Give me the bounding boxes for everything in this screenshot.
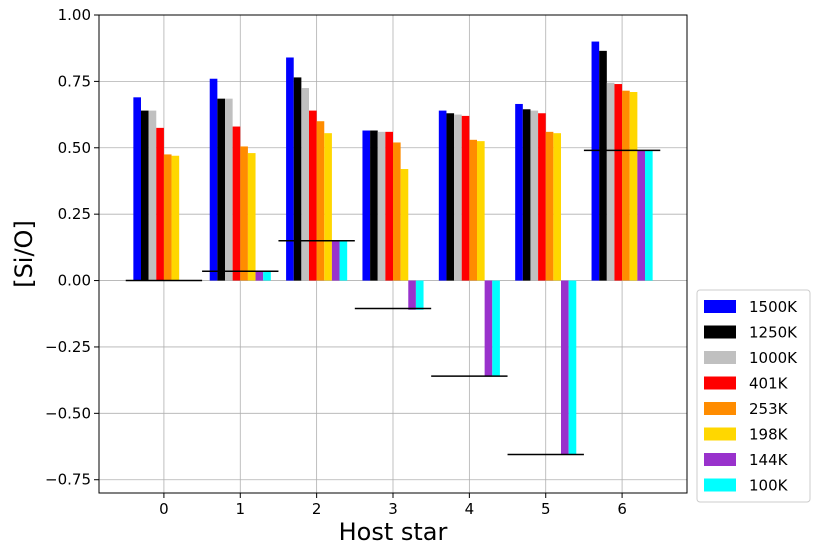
y-tick-label: 0.50 — [58, 139, 91, 157]
bar-253K-star-4 — [469, 139, 477, 281]
bar-198K-star-1 — [247, 153, 256, 281]
bar-1000K-star-2 — [301, 88, 309, 281]
bar-401K-star-5 — [538, 113, 546, 281]
legend-swatch-144K — [704, 453, 736, 466]
bar-1000K-star-4 — [454, 114, 462, 281]
legend: 1500K 1250K 1000K 401K 253K 198K 144K 100K — [696, 289, 811, 503]
bar-100K-star-3 — [415, 280, 424, 310]
bar-1500K-star-2 — [286, 57, 294, 281]
bar-144K-star-3 — [408, 280, 416, 310]
legend-swatch-1000K — [704, 351, 736, 364]
x-tick-label: 1 — [235, 500, 245, 518]
bars — [133, 41, 653, 455]
y-tick-label: 0.75 — [58, 72, 91, 90]
bar-253K-star-3 — [393, 142, 401, 281]
bar-198K-star-3 — [400, 169, 409, 281]
bar-198K-star-5 — [553, 133, 561, 281]
x-tick-label: 3 — [388, 500, 398, 518]
legend-swatch-1250K — [704, 325, 736, 339]
bar-144K-star-4 — [484, 280, 493, 377]
bar-1250K-star-5 — [522, 109, 531, 281]
legend-label-1500K: 1500K — [749, 298, 798, 316]
legend-label-401K: 401K — [749, 375, 789, 393]
bar-198K-star-0 — [171, 155, 180, 281]
y-tick-label: −0.75 — [45, 471, 91, 489]
bar-1250K-star-0 — [141, 110, 149, 281]
x-tick-label: 0 — [159, 500, 169, 518]
bar-1250K-star-3 — [370, 130, 378, 281]
bar-401K-star-0 — [156, 127, 164, 281]
y-tick-label: 0.25 — [58, 205, 91, 223]
bar-100K-star-2 — [339, 240, 348, 281]
legend-label-1250K: 1250K — [749, 324, 798, 342]
bar-100K-star-4 — [492, 280, 500, 377]
bar-1500K-star-0 — [133, 97, 141, 281]
bar-1000K-star-1 — [225, 98, 233, 281]
bar-1250K-star-6 — [599, 50, 607, 281]
bar-100K-star-1 — [263, 271, 271, 281]
bar-253K-star-2 — [316, 121, 325, 281]
legend-label-198K: 198K — [749, 426, 789, 444]
x-axis-ticks: 0 1 2 3 4 5 6 — [159, 493, 627, 518]
bar-144K-star-6 — [637, 150, 645, 281]
bar-401K-star-4 — [461, 115, 470, 281]
bar-1500K-star-4 — [438, 110, 447, 281]
bar-253K-star-6 — [622, 90, 630, 281]
bar-1000K-star-5 — [530, 110, 539, 281]
legend-label-253K: 253K — [749, 400, 789, 418]
bar-401K-star-1 — [232, 126, 241, 281]
reference-lines — [125, 149, 661, 456]
bar-1250K-star-2 — [293, 77, 302, 281]
x-tick-label: 2 — [312, 500, 322, 518]
legend-swatch-1500K — [704, 300, 736, 313]
bar-253K-star-1 — [240, 146, 248, 281]
y-tick-label: 1.00 — [58, 6, 91, 24]
bar-198K-star-6 — [629, 92, 638, 281]
bar-198K-star-4 — [477, 141, 485, 281]
bar-401K-star-2 — [309, 110, 317, 281]
bar-100K-star-5 — [568, 280, 577, 455]
bar-100K-star-6 — [645, 150, 653, 281]
y-tick-label: 0.00 — [58, 272, 91, 290]
y-axis-ticks: 1.00 0.75 0.50 0.25 0.00 −0.25 −0.50 −0.75 — [45, 6, 99, 489]
x-tick-label: 4 — [465, 500, 475, 518]
y-axis-title: [Si/O] — [10, 220, 38, 288]
legend-label-1000K: 1000K — [749, 349, 798, 367]
legend-label-100K: 100K — [749, 477, 789, 495]
bar-1000K-star-0 — [148, 110, 157, 281]
legend-swatch-198K — [704, 427, 736, 441]
bar-253K-star-0 — [163, 154, 172, 281]
bar-1500K-star-6 — [591, 41, 600, 281]
bar-1500K-star-3 — [362, 130, 371, 281]
bar-1000K-star-6 — [606, 82, 615, 281]
bar-144K-star-1 — [255, 271, 264, 281]
x-tick-label: 6 — [617, 500, 627, 518]
bar-1500K-star-5 — [515, 103, 523, 281]
legend-box — [696, 289, 811, 503]
bar-144K-star-2 — [331, 240, 340, 281]
bar-1500K-star-1 — [209, 78, 218, 281]
legend-label-144K: 144K — [749, 451, 789, 469]
bar-144K-star-5 — [561, 280, 569, 455]
bar-1000K-star-3 — [377, 131, 386, 281]
bar-1250K-star-4 — [446, 113, 455, 281]
bar-253K-star-5 — [545, 131, 554, 281]
legend-swatch-401K — [704, 376, 736, 390]
bar-401K-star-6 — [614, 84, 623, 281]
x-tick-label: 5 — [541, 500, 551, 518]
legend-swatch-100K — [704, 478, 736, 492]
bar-1250K-star-1 — [217, 98, 225, 281]
y-tick-label: −0.50 — [45, 404, 91, 422]
legend-swatch-253K — [704, 402, 736, 415]
x-axis-title: Host star — [339, 518, 448, 546]
bar-401K-star-3 — [385, 131, 393, 281]
bar-198K-star-2 — [324, 133, 332, 281]
y-tick-label: −0.25 — [45, 338, 91, 356]
